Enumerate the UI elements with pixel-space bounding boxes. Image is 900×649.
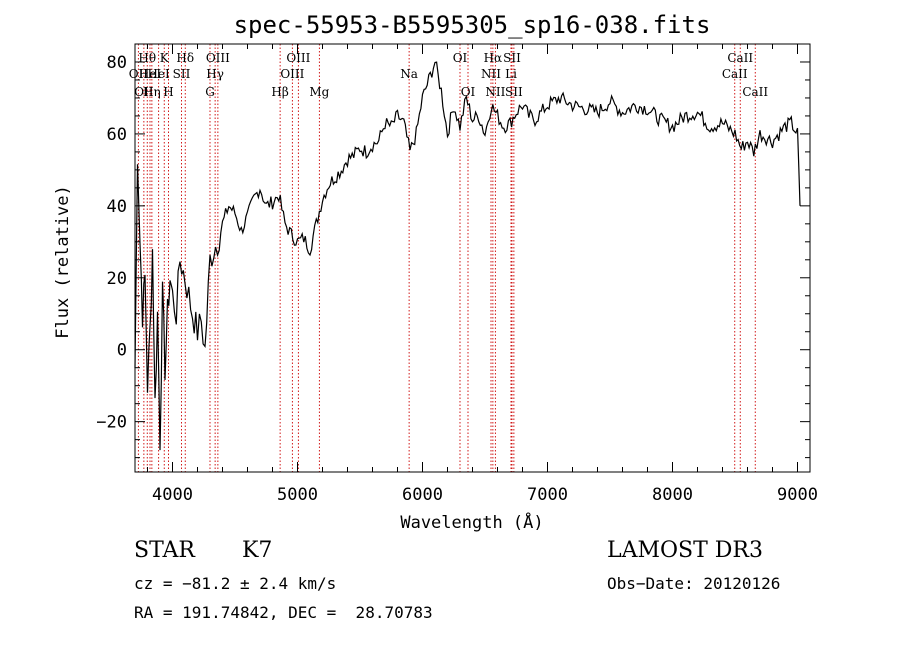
line-marker-label: Hα	[484, 51, 503, 65]
line-marker-label: Hθ	[138, 51, 156, 65]
line-marker-label: HeI	[147, 67, 170, 81]
line-marker-label: OI	[461, 85, 476, 99]
x-tick-label: 7000	[527, 485, 568, 505]
line-marker-label: CaII	[742, 85, 768, 99]
line-marker-label: OIII	[280, 67, 304, 81]
y-tick-label: 60	[107, 125, 127, 145]
y-tick-label: 40	[107, 197, 127, 217]
x-axis-label: Wavelength (Å)	[400, 511, 543, 533]
line-marker-label: Hδ	[176, 51, 194, 65]
line-marker-label: HeI	[139, 67, 162, 81]
line-marker-label: OII	[129, 67, 149, 81]
y-axis-label: Flux (relative)	[53, 185, 73, 339]
y-tick-label: 80	[107, 53, 127, 73]
object-class: STAR	[134, 538, 195, 563]
line-marker-labels: OIIOIIHθHeIHηHeIKHSIIHδGHγOIIIHβOIIIOIII…	[129, 51, 769, 99]
line-marker-label: CaII	[727, 51, 753, 65]
line-markers	[137, 44, 756, 472]
line-marker-label: SII	[503, 51, 521, 65]
survey-name: LAMOST DR3	[607, 538, 763, 563]
line-marker-label: Hη	[143, 85, 161, 99]
line-marker-label: SII	[173, 67, 191, 81]
x-tick-label: 6000	[402, 485, 443, 505]
x-tick-label: 5000	[277, 485, 318, 505]
line-marker-label: CaII	[722, 67, 748, 81]
x-tick-label: 9000	[777, 485, 818, 505]
observation-date: Obs−Date: 20120126	[607, 574, 781, 593]
object-subclass: K7	[242, 538, 273, 563]
line-marker-label: NII	[485, 85, 505, 99]
coordinates: RA = 191.74842, DEC = 28.70783	[134, 603, 433, 622]
line-marker-label: K	[160, 51, 170, 65]
line-marker-label: Hβ	[271, 85, 288, 99]
line-marker-label: Mg	[309, 85, 329, 99]
line-marker-label: OI	[453, 51, 468, 65]
line-marker-label: OIII	[206, 51, 230, 65]
line-marker-label: OIII	[286, 51, 310, 65]
y-tick-label: −20	[96, 413, 127, 433]
line-marker-label: SII	[505, 85, 523, 99]
line-marker-label: Li	[505, 67, 517, 81]
y-tick-label: 0	[117, 341, 127, 361]
line-marker-label: Na	[400, 67, 418, 81]
axis-ticks: 4000 5000 6000 7000 8000 9000 −20 0 20 40 60 80	[96, 44, 818, 505]
line-marker-label: OII	[134, 85, 154, 99]
x-tick-label: 4000	[152, 485, 193, 505]
y-tick-label: 20	[107, 269, 127, 289]
line-marker-label: NII	[481, 67, 501, 81]
line-marker-label: G	[205, 85, 215, 99]
chart-title: spec-55953-B5595305_sp16-038.fits	[234, 11, 711, 39]
x-tick-label: 8000	[652, 485, 693, 505]
plot-frame	[134, 43, 811, 473]
line-marker-label: H	[163, 85, 173, 99]
spectrum-line	[134, 61, 801, 451]
redshift-velocity: cz = −81.2 ± 2.4 km/s	[134, 574, 337, 593]
line-marker-label: Hγ	[206, 67, 224, 81]
